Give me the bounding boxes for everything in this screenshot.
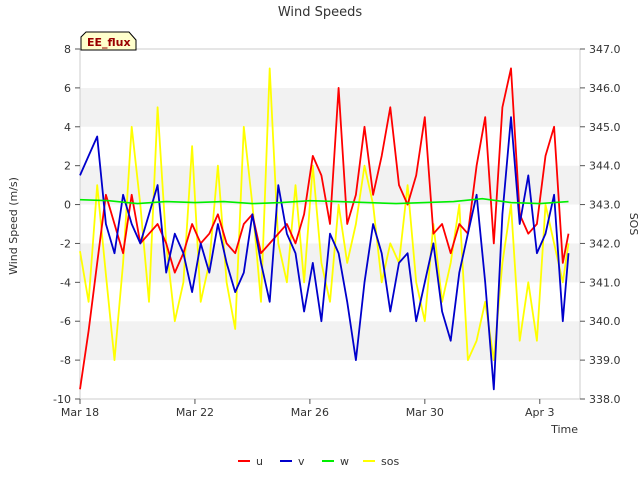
legend-label-u: u [256,455,263,468]
site-badge-box [80,31,137,51]
plot-frame [79,48,581,400]
y-tick-label: 0 [64,199,71,212]
y2-tick-label: 342.0 [589,237,621,250]
y-tick-label: -10 [53,393,71,406]
y2-tick-label: 344.0 [589,160,621,173]
axes-layer: -10 -8 -6 -4 -2 0 2 4 6 8 338.0 339.0 340.0 341.0 342.… [53,43,620,419]
legend-label-sos: sos [381,455,399,468]
y2-tick-label: 347.0 [589,43,621,56]
y2-tick-label: 338.0 [589,393,621,406]
y-tick-label: -2 [60,237,71,250]
y2-tick-label: 341.0 [589,276,621,289]
chart-title: Wind Speeds [278,5,363,20]
series-line-w [79,197,569,205]
legend-label-w: w [340,455,349,468]
series-line-v [79,116,570,391]
y2-tick-label: 343.0 [589,199,621,212]
plot-band [80,87,580,127]
x-axis-label: Time [550,423,578,436]
y2-axis-label: SOS [627,213,640,236]
y-tick-label: 6 [64,82,71,95]
x-tick-label: Mar 26 [291,406,329,419]
y2-tick-label: 345.0 [589,121,621,134]
legend-label-v: v [298,455,305,468]
site-badge: EE_flux [80,31,137,51]
plot-band [80,49,580,88]
y2-tick-label: 340.0 [589,315,621,328]
legend: u v w sos [238,455,399,468]
y-tick-label: -4 [60,276,71,289]
y-tick-label: -6 [60,315,71,328]
y-tick-label: 8 [64,43,71,56]
x-tick-label: Mar 22 [176,406,214,419]
plot-band [80,126,580,166]
plot-band [80,360,580,399]
plot-band [80,321,580,361]
x-tick-label: Apr 3 [525,406,555,419]
x-tick-label: Mar 18 [61,406,99,419]
x-tick-label: Mar 30 [406,406,444,419]
y2-tick-label: 346.0 [589,82,621,95]
y-axis-label: Wind Speed (m/s) [7,177,20,275]
y-tick-label: 4 [64,121,71,134]
y-tick-label: -8 [60,354,71,367]
y-tick-label: 2 [64,160,71,173]
y2-tick-label: 339.0 [589,354,621,367]
series-layer [79,67,570,391]
site-badge-label: EE_flux [87,36,131,49]
